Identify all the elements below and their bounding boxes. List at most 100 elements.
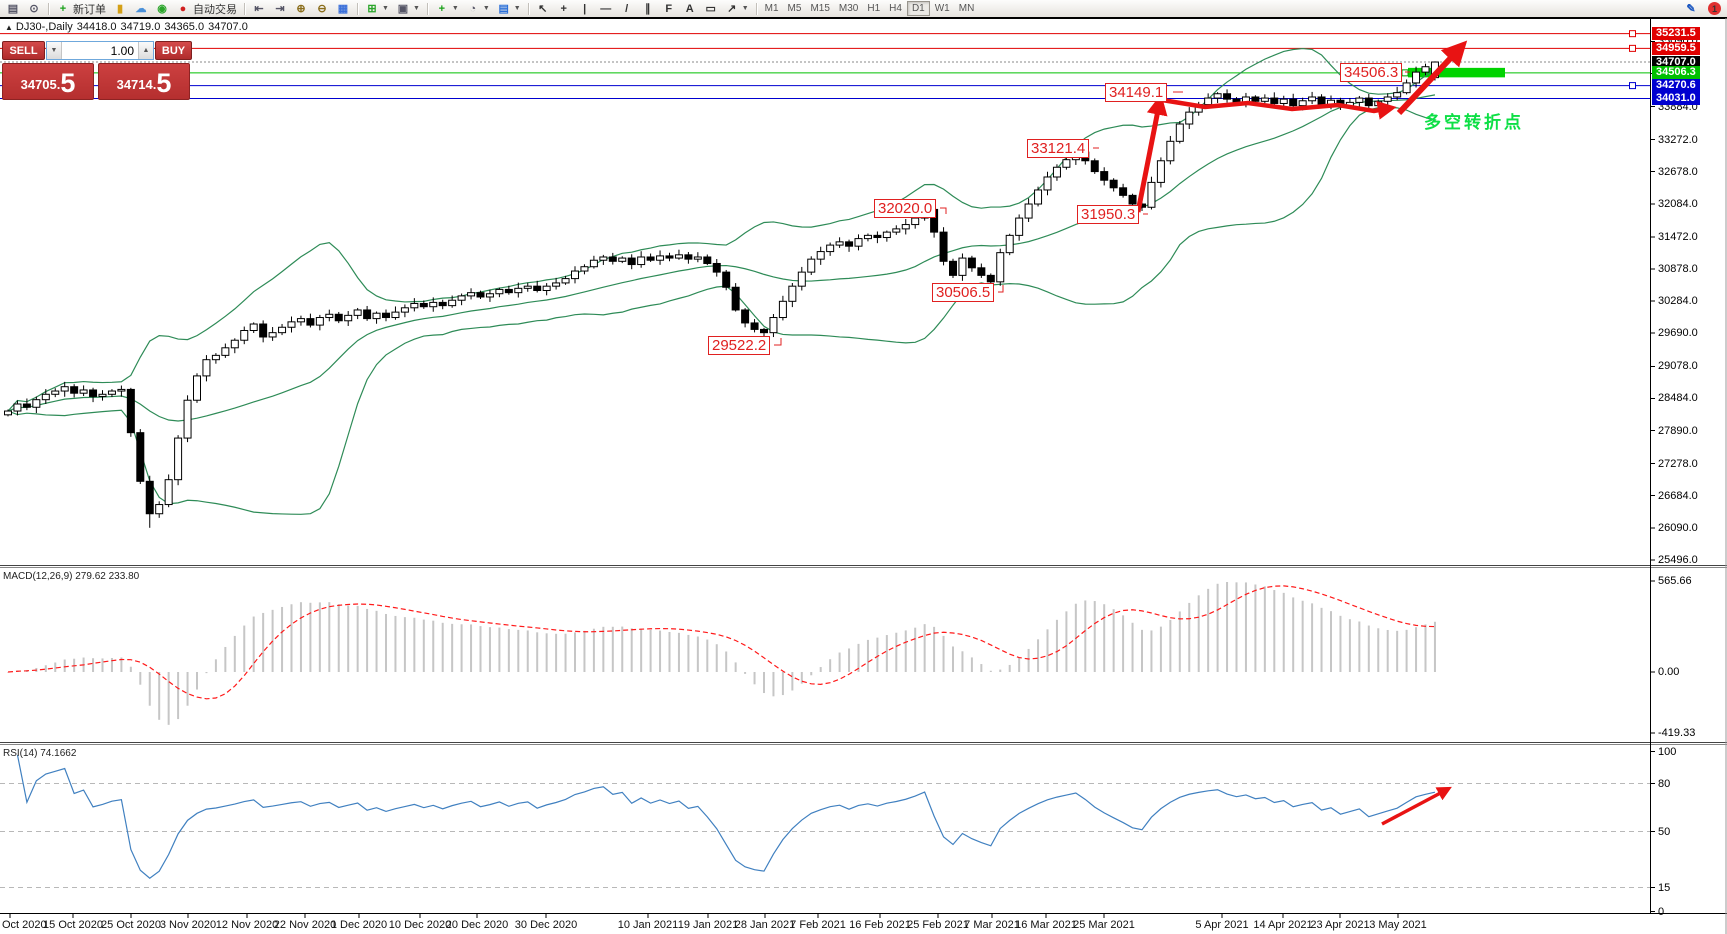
zoom-preview-icon[interactable]: ⊙	[24, 1, 44, 17]
ask-price-big-digit: 5	[156, 68, 172, 98]
cloud-icon[interactable]: ☁	[131, 1, 151, 17]
deposit-gold-icon[interactable]: ▮	[110, 1, 130, 17]
crosshair-icon: +	[560, 2, 567, 15]
rally-arrow	[1135, 93, 1168, 213]
sell-button[interactable]: SELL	[2, 41, 45, 60]
toolbar-separator	[48, 2, 49, 15]
periods-clock-icon: ◔	[469, 2, 477, 15]
one-click-trade-panel: SELL ▼ ▲ BUY 34705.5 34714.5	[2, 41, 192, 100]
new-order-button-label: 新订单	[73, 3, 106, 16]
bid-price-big-digit: 5	[60, 68, 76, 98]
rsi-arrow	[1381, 786, 1452, 826]
ask-price-box[interactable]: 34714. 5	[98, 63, 190, 100]
zoom-in-icon[interactable]: ⊕	[291, 1, 311, 17]
chart-window-icon[interactable]: ▤	[3, 1, 23, 17]
chevron-down-icon: ▼	[513, 5, 521, 12]
search-pen-icon: ✎	[1686, 2, 1696, 15]
text-label-icon: ▭	[705, 2, 716, 15]
profiles-icon: ▣	[397, 2, 409, 15]
timeframe-w1[interactable]: W1	[934, 3, 950, 14]
volume-decrease-button[interactable]: ▼	[47, 42, 62, 59]
text-label-icon[interactable]: ▭	[701, 1, 721, 17]
timeframe-m30[interactable]: M30	[838, 3, 859, 14]
toolbar-separator	[527, 2, 529, 15]
timeframe-d1[interactable]: D1	[906, 1, 930, 16]
chevron-down-icon: ▼	[451, 5, 459, 12]
profiles-icon[interactable]: ▣ ▼	[393, 1, 423, 17]
zoom-in-icon: ⊕	[296, 2, 306, 15]
notification-badge-icon: 1	[1708, 2, 1721, 15]
trendline-icon[interactable]: /	[617, 1, 637, 17]
auto-trading-button[interactable]: ● 自动交易	[173, 1, 240, 17]
new-chart-icon: ⊞	[367, 2, 377, 15]
new-chart-icon[interactable]: ⊞ ▼	[362, 1, 392, 17]
fibonacci-icon[interactable]: F	[659, 1, 679, 17]
deposit-gold-icon: ▮	[116, 2, 124, 15]
timeframe-h1[interactable]: H1	[867, 3, 881, 14]
timeframe-m1[interactable]: M1	[764, 3, 779, 14]
bid-price-main: 34705.	[20, 77, 61, 92]
equidistant-channel-icon: ∥	[644, 2, 651, 15]
timeframe-m5[interactable]: M5	[787, 3, 802, 14]
crosshair-icon[interactable]: +	[554, 1, 574, 17]
chart-window-icon: ▤	[7, 2, 19, 15]
breakout-arrow	[1396, 40, 1468, 116]
cloud-icon: ☁	[135, 2, 147, 15]
signals-icon[interactable]: ◉	[152, 1, 172, 17]
auto-scroll-icon[interactable]: ⇥	[270, 1, 290, 17]
signals-icon: ◉	[157, 2, 167, 15]
chart-type-icon: ▤	[498, 2, 509, 15]
timeframe-m15[interactable]: M15	[810, 3, 830, 14]
horizontal-line-icon[interactable]: —	[596, 1, 616, 17]
equidistant-channel-icon[interactable]: ∥	[638, 1, 658, 17]
fibonacci-icon: F	[665, 2, 673, 15]
shapes-icon[interactable]: ↗ ▼	[722, 1, 752, 17]
chevron-down-icon: ▼	[412, 5, 420, 12]
indicators-add-icon: +	[438, 2, 446, 15]
toolbar-separator	[755, 2, 757, 15]
indicators-add-icon[interactable]: + ▼	[432, 1, 462, 17]
text-icon: A	[685, 2, 694, 15]
tile-windows-icon[interactable]: ▦	[333, 1, 353, 17]
chevron-down-icon: ▼	[741, 5, 749, 12]
autotrade-stop-icon: ●	[179, 2, 187, 15]
consolidation-line	[1161, 97, 1397, 120]
ask-price-main: 34714.	[116, 77, 157, 92]
vertical-line-icon: |	[583, 2, 587, 15]
chart-shift-icon: ⇤	[254, 2, 264, 15]
tile-windows-icon: ▦	[337, 2, 349, 15]
toolbar-separator	[426, 2, 428, 15]
bid-price-box[interactable]: 34705. 5	[2, 63, 94, 100]
chart-type-icon[interactable]: ▤ ▼	[494, 1, 524, 17]
new-order-plus-icon: +	[59, 2, 67, 15]
cursor-icon[interactable]: ↖	[533, 1, 553, 17]
toolbar-separator	[357, 2, 358, 15]
vertical-line-icon[interactable]: |	[575, 1, 595, 17]
horizontal-line-icon: —	[600, 2, 612, 15]
toolbar: ▤ ⊙ + 新订单 ▮ ☁ ◉ ● 自动交易 ⇤ ⇥ ⊕ ⊖ ▦ ⊞ ▼ ▣ ▼ + ▼ ◔ ▼ ▤ ▼ ↖ + | — / ∥ F A ▭ ↗ ▼…	[0, 0, 1727, 18]
volume-increase-button[interactable]: ▲	[138, 42, 153, 59]
chevron-down-icon: ▼	[382, 5, 389, 12]
notification-badge-icon[interactable]: 1	[1705, 1, 1724, 17]
periods-clock-icon[interactable]: ◔ ▼	[463, 1, 493, 17]
zoom-out-icon[interactable]: ⊖	[312, 1, 332, 17]
chevron-down-icon: ▼	[482, 5, 490, 12]
auto-trading-button-label: 自动交易	[193, 3, 237, 16]
shapes-icon: ↗	[727, 2, 737, 15]
search-pen-icon[interactable]: ✎	[1681, 1, 1701, 17]
zoom-preview-icon: ⊙	[29, 2, 39, 15]
zoom-out-icon: ⊖	[317, 2, 327, 15]
volume-input[interactable]	[62, 42, 138, 59]
text-icon[interactable]: A	[680, 1, 700, 17]
buy-button[interactable]: BUY	[155, 41, 192, 60]
new-order-button[interactable]: + 新订单	[53, 1, 109, 17]
cursor-icon: ↖	[538, 2, 548, 15]
timeframe-mn[interactable]: MN	[958, 3, 975, 14]
toolbar-separator	[244, 2, 245, 15]
timeframe-h4[interactable]: H4	[889, 3, 902, 14]
trendline-icon: /	[625, 2, 629, 15]
auto-scroll-icon: ⇥	[275, 2, 285, 15]
chart-shift-icon[interactable]: ⇤	[249, 1, 269, 17]
